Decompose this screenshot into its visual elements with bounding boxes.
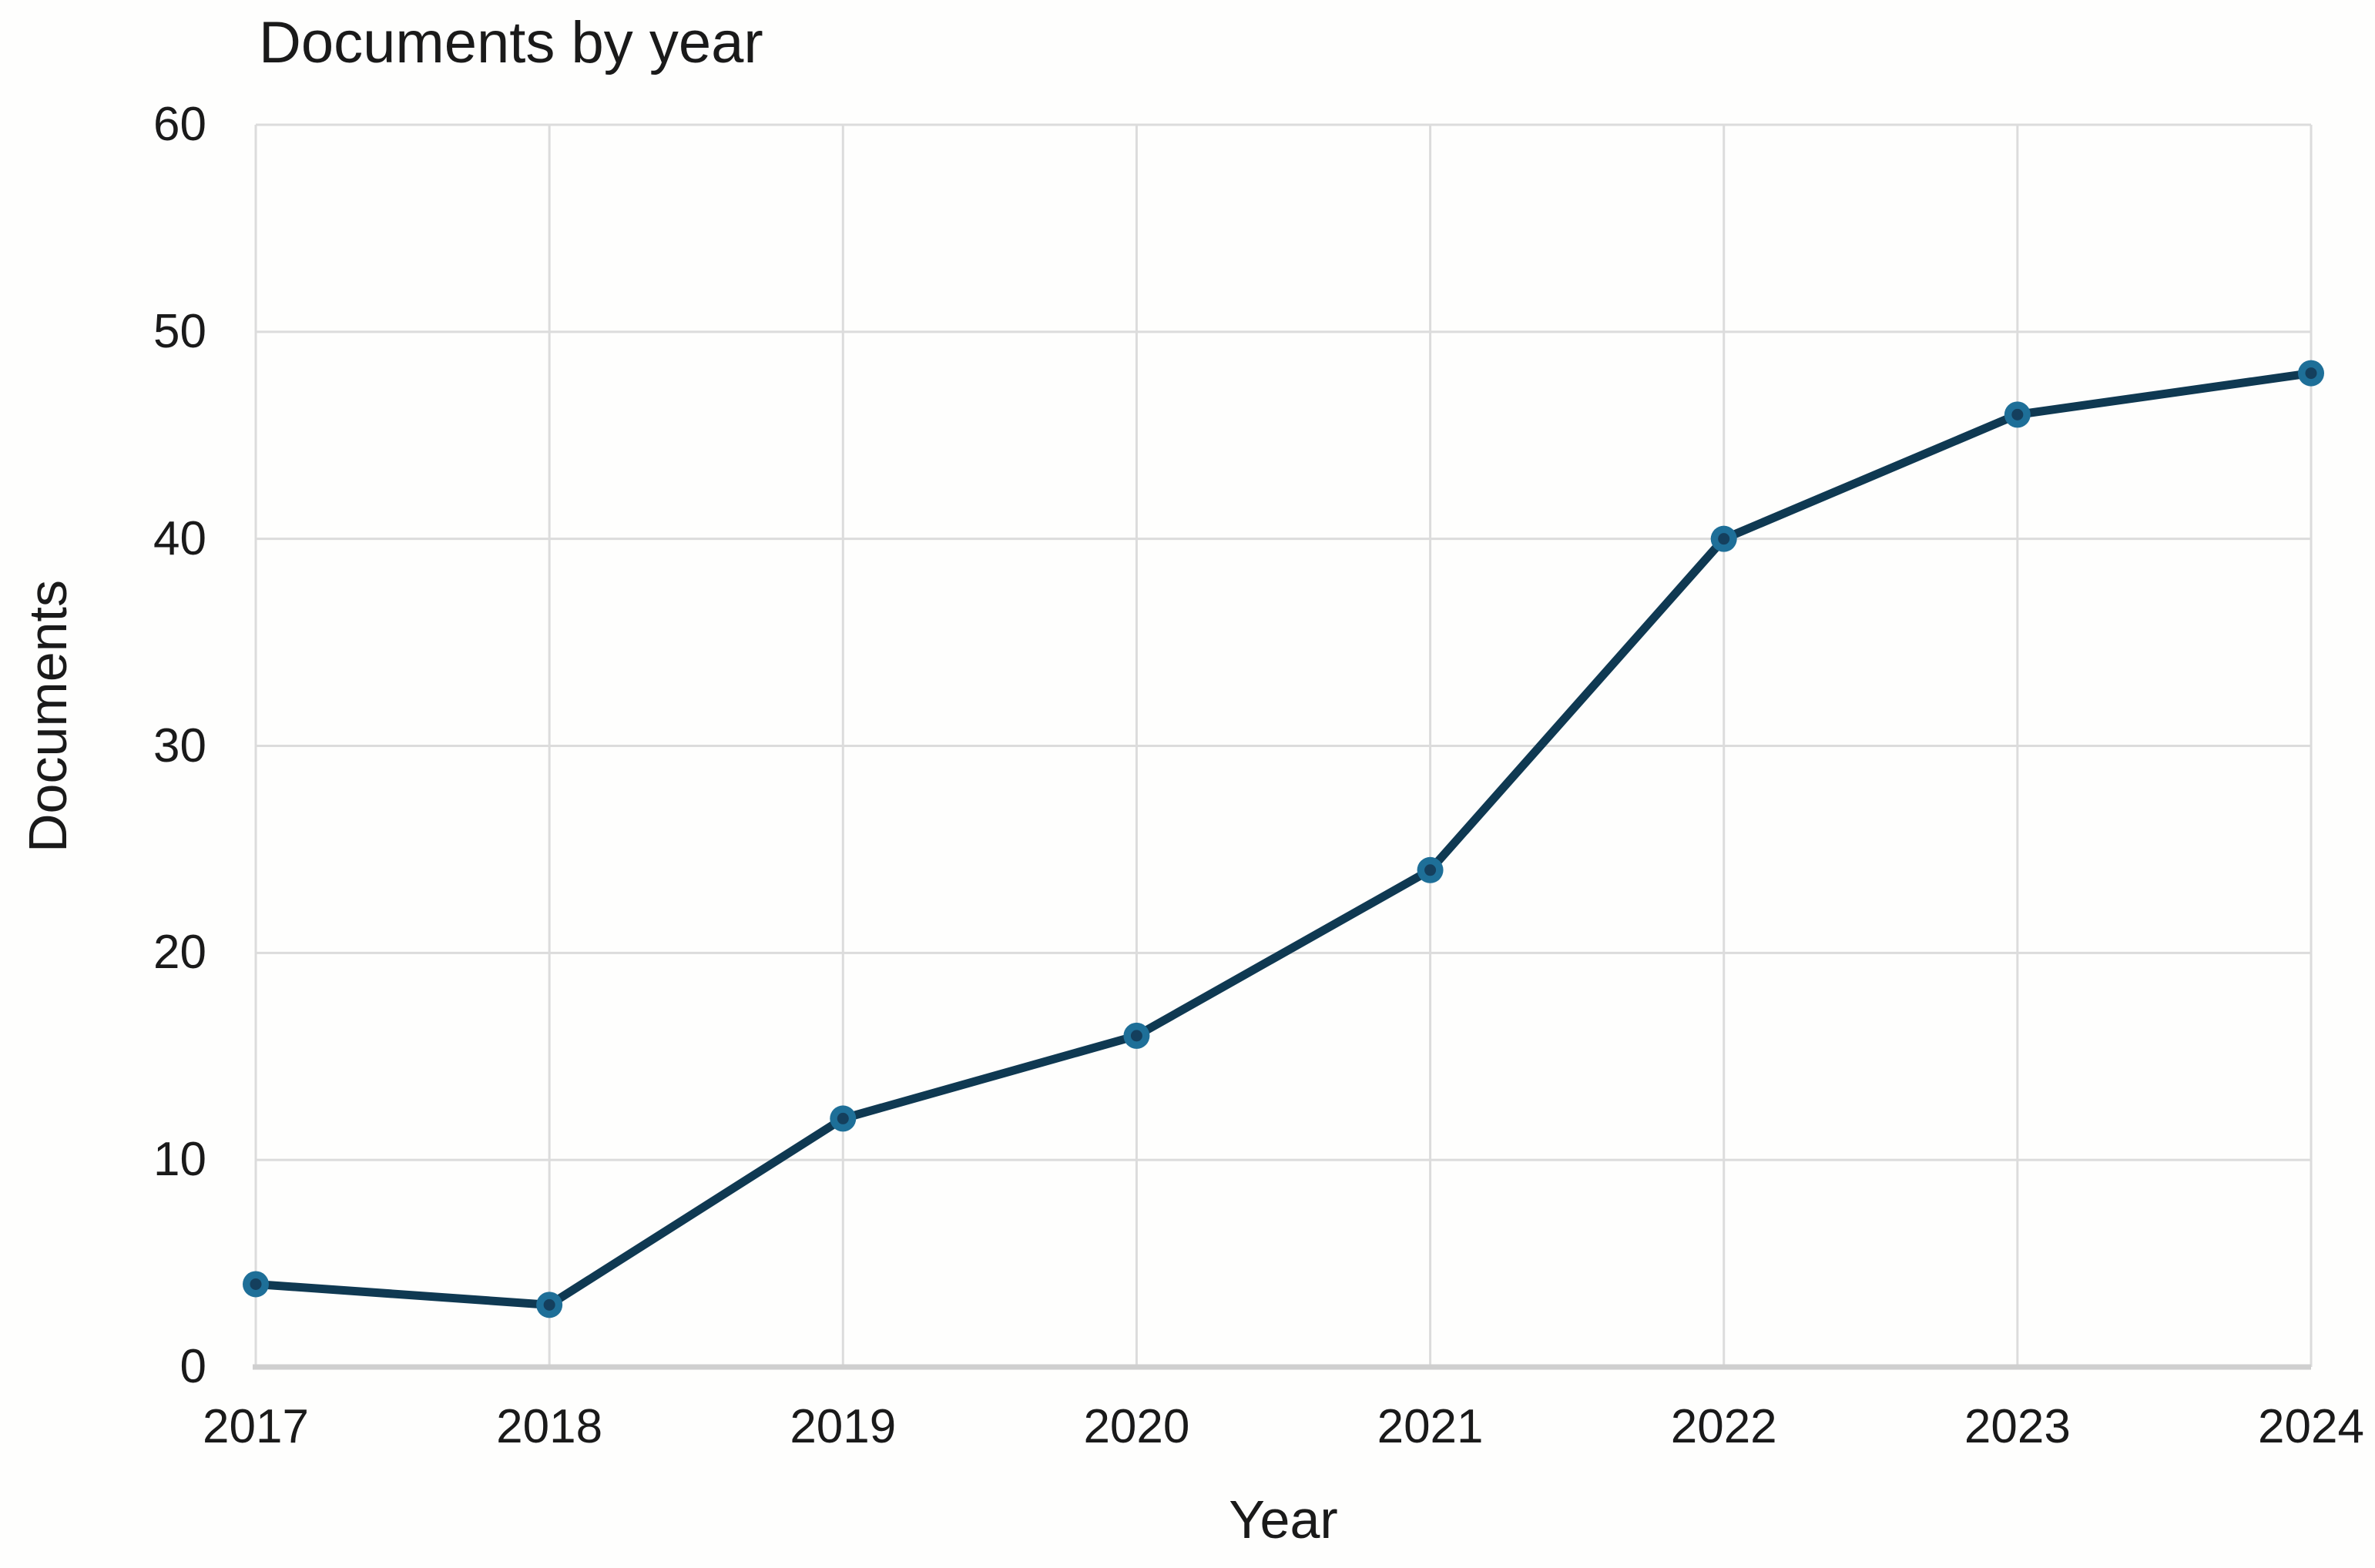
y-tick-label-20: 20 [153,926,206,980]
x-tick-label-2020: 2020 [1083,1400,1190,1453]
x-axis-title: Year [1229,1489,1338,1550]
x-tick-label-2019: 2019 [790,1400,897,1453]
data-point-core-2021 [1424,864,1437,876]
data-line-documents [251,369,2316,1309]
data-point-core-2017 [250,1278,262,1290]
data-point-core-2020 [1130,1030,1142,1042]
y-tick-label-40: 40 [153,511,206,565]
x-tick-label-2017: 2017 [203,1400,309,1453]
x-tick-label-2023: 2023 [1964,1400,2071,1453]
data-point-core-2022 [1718,533,1730,545]
y-tick-label-30: 30 [153,719,206,772]
y-tick-label-50: 50 [153,304,206,358]
data-point-core-2023 [2011,408,2024,420]
y-tick-label-60: 60 [153,98,206,151]
x-tick-label-2021: 2021 [1377,1400,1484,1453]
y-axis-title: Documents [18,579,78,853]
x-tick-label-2022: 2022 [1670,1400,1777,1453]
chart-title: Documents by year [259,10,763,75]
data-point-core-2024 [2305,367,2317,380]
data-point-core-2019 [837,1112,849,1124]
x-tick-label-2024: 2024 [2258,1400,2364,1453]
x-tick-label-2018: 2018 [496,1400,603,1453]
y-tick-label-10: 10 [153,1133,206,1187]
data-point-core-2018 [543,1298,555,1311]
y-tick-label-0: 0 [179,1340,206,1393]
